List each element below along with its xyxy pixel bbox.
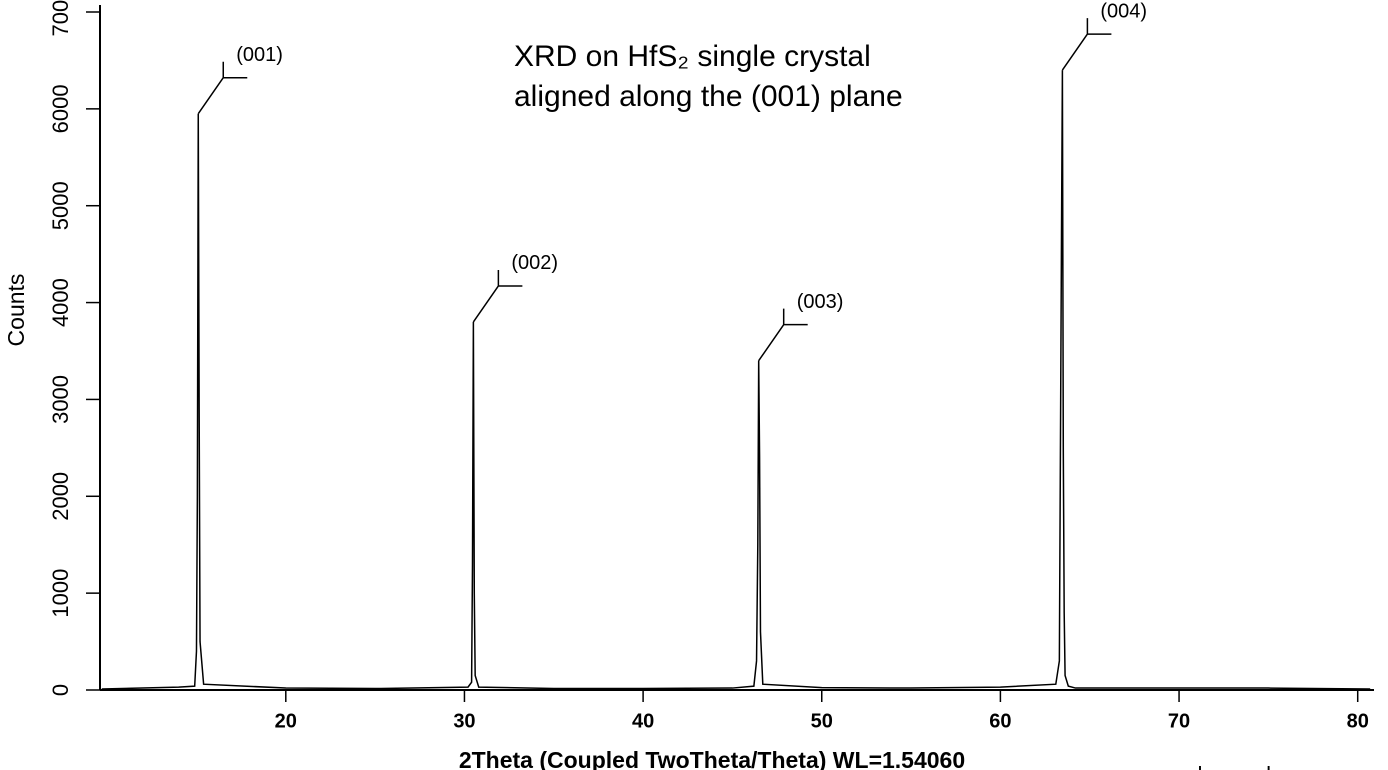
x-tick-label: 60 [989,710,1011,732]
x-tick-label: 20 [275,710,297,732]
annotation-label: (001) [236,44,283,66]
chart-title: aligned along the (001) plane [514,80,903,113]
chart-title: XRD on HfS₂ single crystal [514,40,871,73]
annotation-leader [197,61,248,115]
y-tick-label: 2000 [48,472,73,521]
watermark: www.hqgraphene.com [1144,762,1363,770]
annotation-leader [472,269,523,323]
y-tick-label: 0 [48,684,73,696]
annotation-leader [758,308,808,362]
x-axis-label: 2Theta (Coupled TwoTheta/Theta) WL=1.540… [459,747,965,770]
annotation-label: (004) [1100,0,1147,22]
data-line [101,70,1371,690]
x-tick-label: 70 [1168,710,1190,732]
annotation-leader [1061,18,1112,71]
y-tick-label: 4000 [48,278,73,327]
y-tick-label: 6000 [48,84,73,133]
x-tick-label: 50 [811,710,833,732]
y-tick-label: 3000 [48,375,73,424]
y-tick-label: 1000 [48,569,73,618]
x-tick-label: 30 [453,710,475,732]
y-axis-label: Counts [3,274,29,347]
annotation-label: (003) [797,291,844,313]
y-tick-label: 7000 [48,0,73,36]
y-tick-label: 5000 [48,181,73,230]
annotation-label: (002) [511,252,558,274]
x-tick-label: 80 [1347,710,1369,732]
x-tick-label: 40 [632,710,654,732]
